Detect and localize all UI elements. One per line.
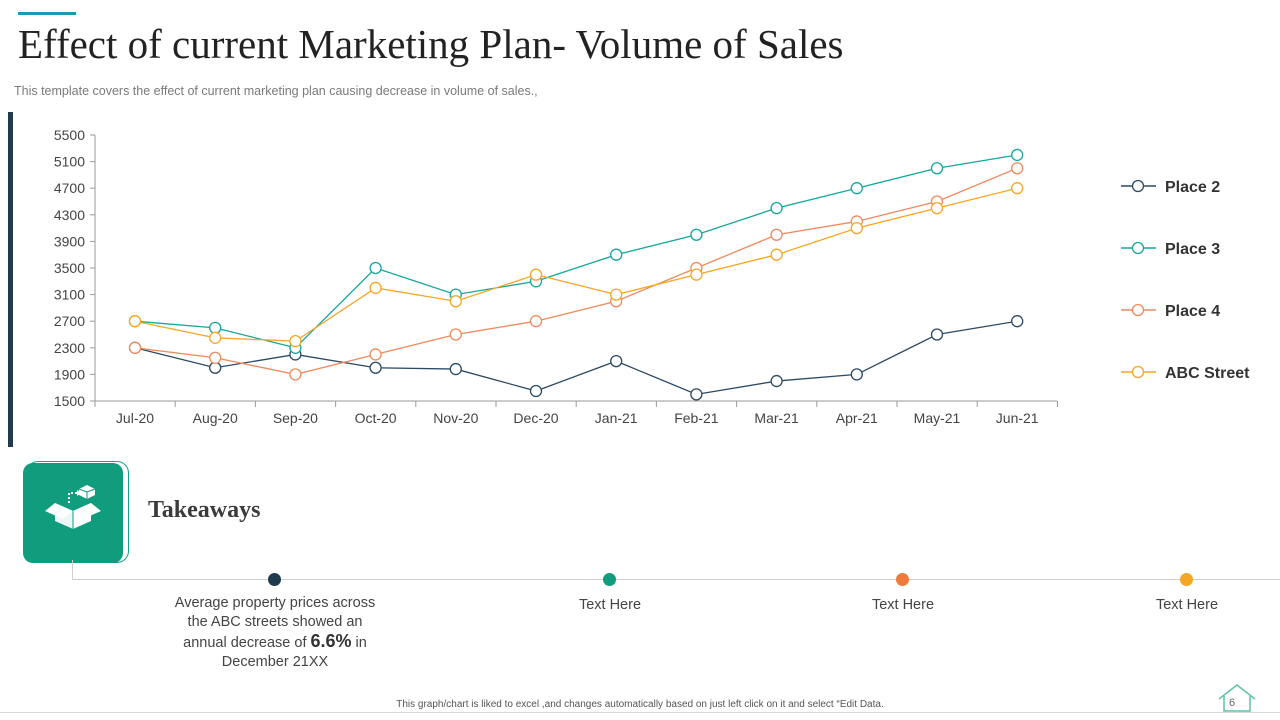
- data-point: [850, 368, 863, 381]
- chart-side-bar: [8, 112, 13, 447]
- x-tick-label: Oct-20: [355, 410, 397, 426]
- timeline-line: [72, 579, 1280, 580]
- title-accent-bar: [18, 12, 76, 15]
- timeline-connector: [72, 560, 73, 580]
- legend-label: ABC Street: [1165, 365, 1250, 382]
- x-tick-label: Sep-20: [273, 410, 318, 426]
- series-line: [134, 154, 1018, 349]
- data-point: [449, 362, 462, 376]
- y-tick-label: 1900: [54, 366, 85, 382]
- data-point: [770, 228, 783, 241]
- data-point: [850, 182, 863, 195]
- legend-marker: [1131, 241, 1145, 255]
- y-tick-label: 3100: [54, 287, 85, 303]
- home-icon: [1218, 684, 1256, 712]
- data-point: [529, 384, 543, 398]
- takeaway-dot-3: [896, 573, 909, 586]
- y-tick-label: 2300: [54, 340, 85, 356]
- y-tick-label: 3500: [54, 260, 85, 276]
- series-line: [134, 167, 1018, 376]
- data-point: [209, 351, 222, 364]
- data-point: [369, 361, 382, 374]
- data-point: [930, 201, 944, 215]
- data-point: [209, 331, 222, 344]
- data-point: [128, 341, 142, 354]
- data-point: [1011, 315, 1024, 328]
- data-point: [930, 162, 944, 175]
- x-tick-label: May-21: [914, 410, 961, 426]
- y-tick-label: 5500: [54, 127, 85, 143]
- takeaway-text-3: Text Here: [871, 597, 935, 613]
- legend-marker: [1131, 365, 1145, 379]
- data-point: [449, 295, 462, 308]
- y-tick-label: 5100: [54, 154, 85, 170]
- page-subtitle: This template covers the effect of curre…: [14, 84, 538, 98]
- data-point: [128, 315, 142, 328]
- takeaway-dot-1: [268, 573, 281, 586]
- x-tick-label: Feb-21: [674, 410, 719, 426]
- x-tick-label: Dec-20: [513, 410, 558, 426]
- footer-divider: [0, 712, 1280, 713]
- takeaway-text-4: Text Here: [1155, 597, 1219, 613]
- y-tick-label: 1500: [54, 393, 85, 409]
- takeaway-dot-4: [1180, 573, 1193, 586]
- x-tick-label: Nov-20: [433, 410, 478, 426]
- data-point: [369, 348, 382, 361]
- data-point: [1011, 148, 1024, 162]
- legend-label: Place 2: [1165, 179, 1220, 196]
- y-tick-label: 3900: [54, 233, 85, 249]
- data-point: [529, 315, 543, 328]
- y-tick-label: 4300: [54, 207, 85, 223]
- series-line: [134, 320, 1018, 396]
- data-point: [1011, 162, 1024, 175]
- footer-note: This graph/chart is liked to excel ,and …: [396, 699, 884, 710]
- data-point: [529, 268, 543, 281]
- x-tick-label: Jun-21: [996, 410, 1039, 426]
- data-point: [770, 374, 783, 388]
- data-point: [369, 281, 382, 295]
- data-point: [449, 328, 462, 341]
- takeaway-text-2: Text Here: [578, 597, 642, 613]
- data-point: [610, 288, 623, 301]
- open-box-icon: [23, 463, 123, 563]
- series-line: [134, 187, 1018, 342]
- legend-label: Place 4: [1165, 303, 1220, 320]
- data-point: [610, 248, 623, 261]
- x-tick-label: Jul-20: [116, 410, 154, 426]
- page-number: 6: [1229, 697, 1236, 709]
- page-title: Effect of current Marketing Plan- Volume…: [18, 21, 844, 67]
- legend-marker: [1131, 179, 1145, 193]
- takeaway-dot-2: [603, 573, 616, 586]
- y-tick-label: 4700: [54, 180, 85, 196]
- data-point: [850, 221, 863, 235]
- data-point: [690, 388, 703, 401]
- data-point: [690, 268, 703, 281]
- x-tick-label: Jan-21: [595, 410, 638, 426]
- data-point: [369, 261, 382, 275]
- x-tick-label: Mar-21: [754, 410, 799, 426]
- x-tick-label: Aug-20: [193, 410, 238, 426]
- line-chart: 1500 1900 2300 2700 3100 3500 3900 4300 4700 5100…: [54, 127, 1250, 426]
- data-point: [289, 334, 302, 348]
- data-point: [289, 368, 302, 381]
- data-point: [610, 354, 623, 368]
- data-point: [930, 328, 944, 341]
- x-tick-label: Apr-21: [836, 410, 878, 426]
- takeaways-title: Takeaways: [148, 497, 261, 523]
- data-point: [1011, 182, 1024, 195]
- legend-marker: [1131, 303, 1145, 317]
- y-tick-label: 2700: [54, 313, 85, 329]
- legend-label: Place 3: [1165, 241, 1220, 258]
- data-point: [690, 228, 703, 241]
- data-point: [770, 201, 783, 215]
- data-point: [770, 248, 783, 261]
- takeaway-text-1: Average property prices across the ABC s…: [174, 595, 376, 670]
